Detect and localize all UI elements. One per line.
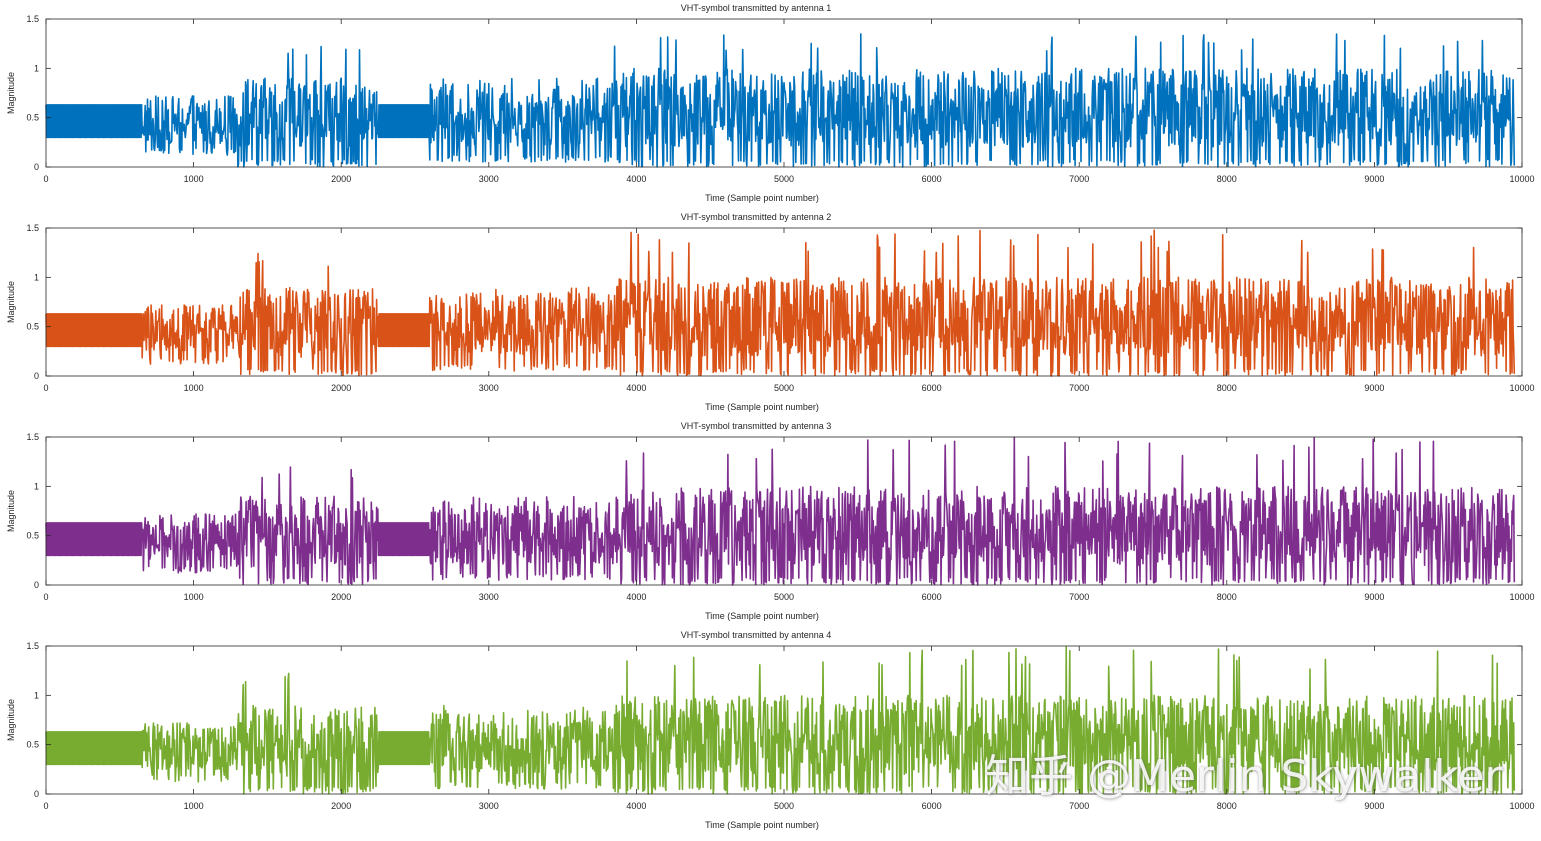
x-tick-label: 1000 bbox=[184, 174, 204, 184]
y-tick-label: 1 bbox=[34, 63, 39, 73]
x-tick-label: 0 bbox=[43, 801, 48, 811]
x-tick-label: 7000 bbox=[1069, 801, 1089, 811]
y-tick-label: 1 bbox=[34, 272, 39, 282]
y-tick-label: 0.5 bbox=[26, 740, 39, 750]
watermark: 知乎 @Merlin Skywalker bbox=[985, 751, 1503, 802]
x-tick-label: 7000 bbox=[1069, 592, 1089, 602]
x-tick-label: 4000 bbox=[626, 174, 646, 184]
x-tick-label: 2000 bbox=[331, 592, 351, 602]
x-tick-label: 8000 bbox=[1217, 592, 1237, 602]
x-tick-label: 1000 bbox=[184, 801, 204, 811]
signal-line bbox=[45, 436, 1516, 586]
x-tick-label: 9000 bbox=[1364, 801, 1384, 811]
y-tick-label: 0.5 bbox=[26, 531, 39, 541]
chart-title: VHT-symbol transmitted by antenna 2 bbox=[681, 212, 832, 222]
x-tick-label: 4000 bbox=[626, 383, 646, 393]
chart-title: VHT-symbol transmitted by antenna 1 bbox=[681, 3, 832, 13]
x-tick-label: 2000 bbox=[331, 383, 351, 393]
x-axis-label: Time (Sample point number) bbox=[705, 611, 819, 621]
y-tick-label: 1.5 bbox=[26, 223, 39, 233]
y-tick-label: 1 bbox=[34, 481, 39, 491]
x-tick-label: 10000 bbox=[1509, 383, 1534, 393]
x-tick-label: 9000 bbox=[1364, 383, 1384, 393]
x-tick-label: 5000 bbox=[774, 383, 794, 393]
y-tick-label: 0 bbox=[34, 580, 39, 590]
x-tick-label: 3000 bbox=[479, 592, 499, 602]
x-tick-label: 2000 bbox=[331, 174, 351, 184]
x-tick-label: 3000 bbox=[479, 383, 499, 393]
x-tick-label: 0 bbox=[43, 174, 48, 184]
x-axis-label: Time (Sample point number) bbox=[705, 820, 819, 830]
x-tick-label: 0 bbox=[43, 592, 48, 602]
x-axis-label: Time (Sample point number) bbox=[705, 193, 819, 203]
x-tick-label: 9000 bbox=[1364, 592, 1384, 602]
y-tick-label: 1.5 bbox=[26, 14, 39, 24]
x-tick-label: 7000 bbox=[1069, 174, 1089, 184]
x-tick-label: 7000 bbox=[1069, 383, 1089, 393]
x-tick-label: 1000 bbox=[184, 592, 204, 602]
x-tick-label: 8000 bbox=[1217, 174, 1237, 184]
y-tick-label: 1.5 bbox=[26, 432, 39, 442]
y-axis-label: Magnitude bbox=[6, 72, 16, 114]
x-tick-label: 5000 bbox=[774, 174, 794, 184]
x-tick-label: 2000 bbox=[331, 801, 351, 811]
x-tick-label: 5000 bbox=[774, 801, 794, 811]
signal-line bbox=[45, 33, 1516, 168]
y-axis-label: Magnitude bbox=[6, 699, 16, 741]
x-tick-label: 6000 bbox=[922, 174, 942, 184]
axes-4: 0 1000 2000 3000 4000 5000 6000 7000 8000 9000 100… bbox=[6, 630, 1535, 830]
x-tick-label: 4000 bbox=[626, 801, 646, 811]
axes-3: 0 1000 2000 3000 4000 5000 6000 7000 8000 9000 100… bbox=[6, 421, 1535, 621]
y-tick-label: 1 bbox=[34, 690, 39, 700]
y-tick-label: 0.5 bbox=[26, 322, 39, 332]
y-tick-label: 1.5 bbox=[26, 641, 39, 651]
y-tick-label: 0 bbox=[34, 789, 39, 799]
x-tick-label: 9000 bbox=[1364, 174, 1384, 184]
y-tick-label: 0 bbox=[34, 162, 39, 172]
chart-title: VHT-symbol transmitted by antenna 3 bbox=[681, 421, 832, 431]
x-tick-label: 8000 bbox=[1217, 383, 1237, 393]
x-axis-label: Time (Sample point number) bbox=[705, 402, 819, 412]
x-tick-label: 6000 bbox=[922, 801, 942, 811]
x-tick-label: 10000 bbox=[1509, 801, 1534, 811]
axes-2: 0 1000 2000 3000 4000 5000 6000 7000 8000 9000 100… bbox=[6, 212, 1535, 412]
x-tick-label: 10000 bbox=[1509, 174, 1534, 184]
x-tick-label: 6000 bbox=[922, 592, 942, 602]
y-axis-label: Magnitude bbox=[6, 281, 16, 323]
y-axis-label: Magnitude bbox=[6, 490, 16, 532]
x-tick-label: 4000 bbox=[626, 592, 646, 602]
x-tick-label: 3000 bbox=[479, 174, 499, 184]
y-tick-label: 0.5 bbox=[26, 113, 39, 123]
x-tick-label: 1000 bbox=[184, 383, 204, 393]
x-tick-label: 6000 bbox=[922, 383, 942, 393]
axes-1: 0 1000 2000 3000 4000 5000 6000 7000 8000 9000 100… bbox=[6, 3, 1535, 203]
chart-title: VHT-symbol transmitted by antenna 4 bbox=[681, 630, 832, 640]
x-tick-label: 5000 bbox=[774, 592, 794, 602]
x-tick-label: 0 bbox=[43, 383, 48, 393]
x-tick-label: 10000 bbox=[1509, 592, 1534, 602]
x-tick-label: 3000 bbox=[479, 801, 499, 811]
x-tick-label: 8000 bbox=[1217, 801, 1237, 811]
signal-line bbox=[45, 646, 1516, 795]
signal-line bbox=[45, 229, 1516, 377]
y-tick-label: 0 bbox=[34, 371, 39, 381]
